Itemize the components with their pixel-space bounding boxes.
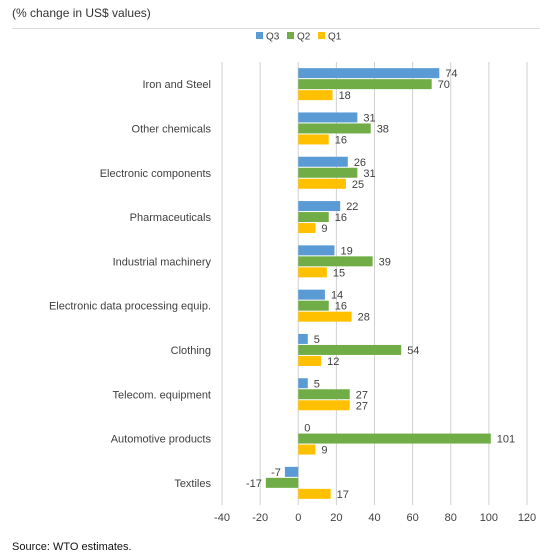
category-label-clothing: Clothing: [171, 345, 211, 357]
data-label-q3-other-chemicals: 31: [363, 112, 375, 124]
bar-q3-iron-and-steel: [298, 68, 440, 79]
data-label-q1-industrial-machinery: 15: [333, 267, 345, 279]
data-label-q1-clothing: 12: [327, 356, 339, 368]
bar-q3-pharmaceuticals: [298, 201, 341, 212]
data-label-q3-electronic-components: 26: [354, 157, 366, 169]
bar-q2-clothing: [298, 344, 402, 355]
data-label-q3-industrial-machinery: 19: [340, 245, 352, 257]
bar-q2-automotive-products: [298, 433, 491, 444]
data-label-q2-textiles: -17: [246, 478, 262, 490]
category-label-industrial-machinery: Industrial machinery: [113, 256, 212, 268]
data-label-q1-electronic-components: 25: [352, 179, 364, 191]
bar-q1-automotive-products: [298, 444, 316, 455]
bar-q2-other-chemicals: [298, 123, 371, 134]
bar-q1-telecom-equipment: [298, 400, 350, 411]
bar-q1-industrial-machinery: [298, 267, 327, 278]
x-tick-label: 120: [518, 512, 536, 524]
data-label-q1-textiles: 17: [337, 489, 349, 501]
data-label-q1-other-chemicals: 16: [335, 134, 347, 146]
bar-q3-textiles: [284, 466, 299, 477]
data-label-q2-industrial-machinery: 39: [379, 256, 391, 268]
data-label-q3-iron-and-steel: 74: [445, 68, 457, 80]
data-label-q3-textiles: -7: [271, 467, 281, 479]
data-label-q1-telecom-equipment: 27: [356, 400, 368, 412]
chart-frame: [12, 28, 540, 525]
data-label-q2-clothing: 54: [407, 345, 419, 357]
legend-swatch-q1: [318, 32, 325, 39]
data-label-q3-automotive-products: 0: [304, 423, 310, 435]
category-label-textiles: Textiles: [174, 478, 211, 490]
category-label-pharmaceuticals: Pharmaceuticals: [130, 212, 212, 224]
x-tick-label: 60: [407, 512, 419, 524]
chart-bars: [265, 68, 491, 499]
bar-q2-iron-and-steel: [298, 79, 432, 90]
bar-q2-industrial-machinery: [298, 256, 373, 267]
legend-label-q3: Q3: [266, 32, 280, 43]
x-tick-label: 80: [445, 512, 457, 524]
legend-swatch-q2: [287, 32, 294, 39]
data-label-q3-pharmaceuticals: 22: [346, 201, 358, 213]
chart-subtitle: (% change in US$ values): [12, 6, 151, 20]
data-label-q2-other-chemicals: 38: [377, 123, 389, 135]
data-label-q1-automotive-products: 9: [321, 445, 327, 457]
bar-q1-clothing: [298, 355, 322, 366]
data-label-q1-pharmaceuticals: 9: [321, 223, 327, 235]
data-label-q3-electronic-data-processing-equip: 14: [331, 290, 343, 302]
data-label-q1-electronic-data-processing-equip: 28: [358, 312, 370, 324]
x-tick-label: -40: [214, 512, 230, 524]
bar-q1-other-chemicals: [298, 134, 329, 145]
data-label-q1-iron-and-steel: 18: [339, 90, 351, 102]
data-label-q2-electronic-components: 31: [363, 168, 375, 180]
data-label-q3-telecom-equipment: 5: [314, 378, 320, 390]
chart-source-note: Source: WTO estimates.: [12, 541, 132, 553]
bar-q2-electronic-components: [298, 167, 358, 178]
bar-q1-textiles: [298, 488, 331, 499]
bar-q3-other-chemicals: [298, 112, 358, 123]
data-label-q2-automotive-products: 101: [497, 434, 515, 446]
chart-gridlines: [221, 62, 528, 505]
category-label-telecom-equipment: Telecom. equipment: [113, 389, 211, 401]
bar-q3-industrial-machinery: [298, 245, 335, 256]
bar-q2-textiles: [265, 477, 299, 488]
legend-label-q1: Q1: [328, 32, 342, 43]
bar-q1-electronic-data-processing-equip: [298, 311, 352, 322]
bar-q3-electronic-components: [298, 156, 348, 167]
category-label-other-chemicals: Other chemicals: [132, 123, 212, 135]
category-label-electronic-data-processing-equip: Electronic data processing equip.: [49, 301, 211, 313]
legend-swatch-q3: [256, 32, 263, 39]
data-label-q2-iron-and-steel: 70: [438, 79, 450, 91]
bar-q2-pharmaceuticals: [298, 212, 329, 223]
x-tick-label: -20: [252, 512, 268, 524]
x-tick-label: 40: [368, 512, 380, 524]
x-tick-label: 20: [330, 512, 342, 524]
bar-q3-telecom-equipment: [298, 378, 308, 389]
bar-q1-iron-and-steel: [298, 90, 333, 101]
legend-label-q2: Q2: [297, 32, 311, 43]
category-label-electronic-components: Electronic components: [100, 168, 212, 180]
x-tick-label: 0: [295, 512, 301, 524]
bar-q3-clothing: [298, 333, 308, 344]
data-label-q2-electronic-data-processing-equip: 16: [335, 301, 347, 313]
data-label-q3-clothing: 5: [314, 334, 320, 346]
category-label-iron-and-steel: Iron and Steel: [143, 79, 212, 91]
chart-legend: Q3 Q2 Q1: [256, 32, 342, 43]
bar-q1-pharmaceuticals: [298, 223, 316, 234]
category-label-automotive-products: Automotive products: [111, 434, 212, 446]
x-tick-label: 100: [480, 512, 498, 524]
bar-q3-electronic-data-processing-equip: [298, 289, 325, 300]
bar-q2-electronic-data-processing-equip: [298, 300, 329, 311]
data-label-q2-pharmaceuticals: 16: [335, 212, 347, 224]
bar-q1-electronic-components: [298, 178, 346, 189]
bar-q2-telecom-equipment: [298, 389, 350, 400]
data-label-q2-telecom-equipment: 27: [356, 389, 368, 401]
